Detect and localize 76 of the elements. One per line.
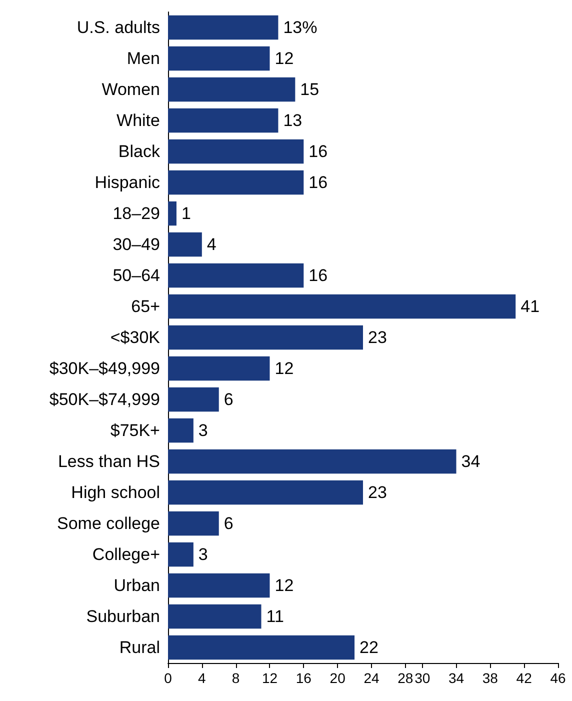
bar <box>168 294 516 319</box>
data-label: 13 <box>283 111 302 130</box>
bar <box>168 15 278 40</box>
x-tick-label: 20 <box>330 670 346 686</box>
y-tick-label: Some college <box>56 514 160 533</box>
y-tick-label: Black <box>118 142 160 161</box>
bar <box>168 232 202 257</box>
x-tick-label: 16 <box>296 670 312 686</box>
bar <box>168 418 194 443</box>
data-label: 4 <box>206 235 216 254</box>
data-label: 12 <box>274 359 294 378</box>
y-tick-label: U.S. adults <box>76 18 160 37</box>
data-label: 3 <box>198 545 208 564</box>
y-tick-label: Women <box>102 80 160 99</box>
x-tick-label: 4 <box>198 670 206 686</box>
y-tick-label: Rural <box>119 638 160 657</box>
data-label: 41 <box>520 297 540 316</box>
bar <box>168 263 304 288</box>
y-tick-label: Suburban <box>86 607 160 626</box>
x-tick-label: 46 <box>550 670 566 686</box>
bar <box>168 170 304 195</box>
x-tick-label: 38 <box>482 670 498 686</box>
data-label: 16 <box>308 173 328 192</box>
y-tick-label: 18–29 <box>112 204 160 223</box>
bar <box>168 480 363 505</box>
y-tick-label: 50–64 <box>112 266 160 285</box>
bar <box>168 325 363 350</box>
data-label: 16 <box>308 266 328 285</box>
data-label: 6 <box>224 390 234 409</box>
bar <box>168 356 270 381</box>
bar <box>168 573 270 598</box>
y-tick-label: College+ <box>92 545 160 564</box>
bar <box>168 77 296 102</box>
data-label: 13% <box>283 18 318 37</box>
bar <box>168 46 270 71</box>
x-tick-label: 8 <box>232 670 240 686</box>
y-tick-label: Men <box>126 49 160 68</box>
x-tick-label: 30 <box>414 670 430 686</box>
bar <box>168 511 219 536</box>
x-tick-label: 28 <box>398 670 414 686</box>
x-tick-label: 34 <box>448 670 464 686</box>
data-label: 15 <box>300 80 320 99</box>
y-tick-label: 30–49 <box>112 235 160 254</box>
bar <box>168 201 176 226</box>
data-label: 11 <box>266 607 284 626</box>
data-label: 34 <box>461 452 480 471</box>
y-tick-label: $75K+ <box>110 421 160 440</box>
x-tick-label: 0 <box>164 670 172 686</box>
y-tick-label: Hispanic <box>94 173 160 192</box>
y-tick-label: Urban <box>114 576 160 595</box>
y-tick-label: Less than HS <box>58 452 160 471</box>
bar <box>168 449 456 474</box>
y-tick-label: High school <box>71 483 160 502</box>
bar <box>168 387 219 412</box>
data-label: 23 <box>368 328 387 347</box>
data-label: 1 <box>181 204 191 223</box>
bar <box>168 635 355 660</box>
data-label: 22 <box>360 638 378 657</box>
bar <box>168 542 194 567</box>
data-label: 23 <box>368 483 387 502</box>
data-label: 12 <box>274 49 294 68</box>
y-tick-label: <$30K <box>110 328 161 347</box>
bar <box>168 604 262 629</box>
data-label: 6 <box>224 514 234 533</box>
data-label: 12 <box>274 576 294 595</box>
x-tick-label: 42 <box>516 670 532 686</box>
y-tick-label: White <box>116 111 160 130</box>
x-tick-label: 24 <box>364 670 380 686</box>
y-tick-label: 65+ <box>131 297 160 316</box>
bar <box>168 108 278 133</box>
x-tick-label: 12 <box>262 670 278 686</box>
data-label: 16 <box>308 142 328 161</box>
y-tick-label: $30K–$49,999 <box>49 359 160 378</box>
data-label: 3 <box>198 421 208 440</box>
bar <box>168 139 304 164</box>
y-tick-label: $50K–$74,999 <box>49 390 160 409</box>
